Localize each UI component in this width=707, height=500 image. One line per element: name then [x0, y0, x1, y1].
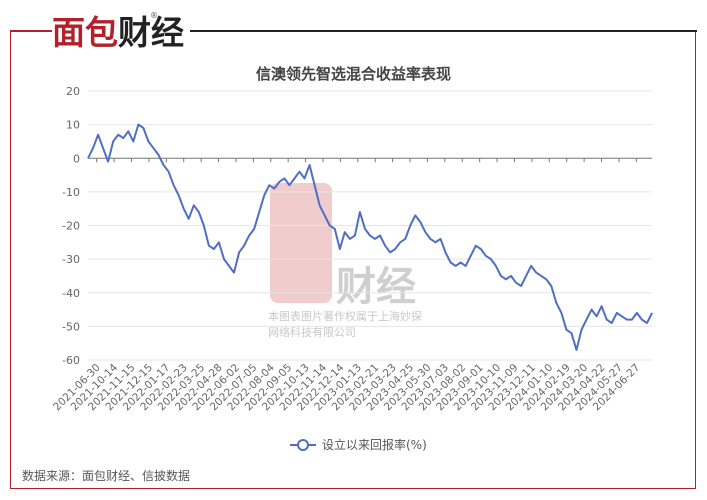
watermark-text-2: 网络科技有限公司: [268, 326, 356, 339]
header-rule-left: [10, 30, 52, 32]
data-source: 数据来源：面包财经、信披数据: [22, 469, 191, 483]
svg-text:财经: 财经: [118, 13, 184, 48]
watermark-logo-text: 财经: [336, 264, 416, 310]
y-tick-label: -10: [62, 186, 80, 199]
y-tick-label: 20: [66, 85, 80, 98]
chart-frame: [10, 31, 696, 489]
legend-line-circle-icon: [290, 438, 316, 451]
y-tick-label: -40: [62, 287, 80, 300]
watermark-text-1: 本图表图片著作权属于上海妙探: [268, 310, 422, 323]
brand-logo: 面包 财经 ®: [52, 11, 184, 48]
y-tick-label: 0: [73, 152, 80, 165]
y-tick-label: 10: [66, 119, 80, 132]
y-tick-label: -60: [62, 354, 80, 367]
y-tick-label: -20: [62, 220, 80, 233]
svg-text:面包: 面包: [52, 13, 118, 48]
svg-text:®: ®: [150, 11, 158, 20]
chart-title: 信澳领先智选混合收益率表现: [255, 65, 451, 83]
legend[interactable]: 设立以来回报率(%): [290, 436, 427, 453]
legend-label: 设立以来回报率(%): [322, 438, 427, 452]
y-tick-label: -50: [62, 320, 80, 333]
watermark-logo-mark: [270, 183, 332, 303]
series-line: [87, 123, 653, 351]
y-tick-label: -30: [62, 253, 80, 266]
header-rule-right: [190, 30, 697, 32]
